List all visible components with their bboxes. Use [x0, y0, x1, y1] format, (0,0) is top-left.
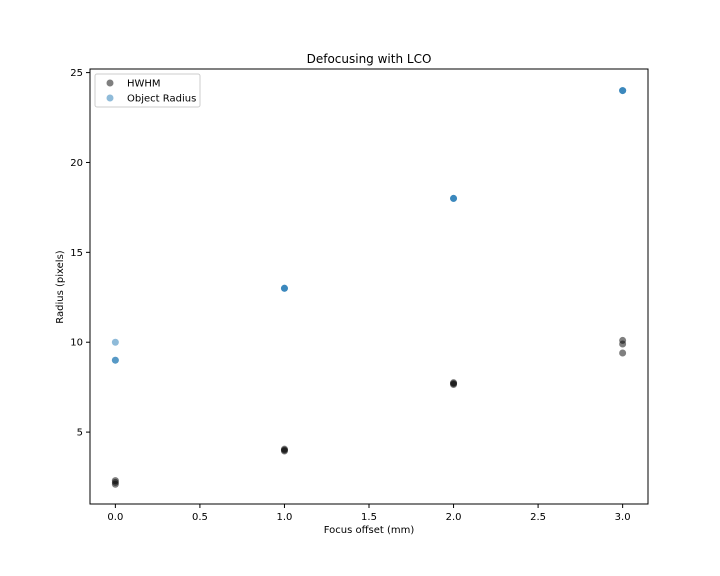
y-axis-label: Radius (pixels) [55, 250, 66, 323]
data-point-hwhm [111, 477, 119, 485]
y-tick-label: 5 [77, 428, 83, 439]
y-tick-label: 15 [70, 248, 83, 259]
data-point-hwhm [450, 379, 458, 387]
data-point-hwhm [619, 336, 627, 344]
data-point-object-radius [280, 284, 288, 292]
y-tick-label: 20 [70, 158, 83, 169]
data-point-hwhm [619, 349, 627, 357]
data-point-object-radius [619, 87, 627, 95]
y-tick-label: 25 [70, 68, 83, 79]
x-tick-label: 2.0 [446, 512, 462, 523]
legend-frame [94, 73, 201, 108]
legend: HWHM Object Radius [94, 73, 201, 108]
x-tick-label: 2.5 [530, 512, 546, 523]
plot-area [89, 68, 649, 505]
legend-marker-hwhm [106, 79, 114, 87]
x-tick-label: 0.0 [107, 512, 123, 523]
chart-title: Defocusing with LCO [307, 52, 432, 66]
x-tick-label: 3.0 [615, 512, 631, 523]
data-point-object-radius [450, 194, 458, 202]
x-tick-label: 0.5 [192, 512, 208, 523]
x-tick-label: 1.5 [361, 512, 377, 523]
y-tick-label: 10 [70, 338, 83, 349]
legend-marker-object-radius [106, 94, 114, 102]
legend-label-hwhm: HWHM [127, 79, 161, 90]
data-point-hwhm [280, 445, 288, 453]
data-point-object-radius [111, 338, 119, 346]
x-tick-label: 1.0 [277, 512, 293, 523]
legend-label-object-radius: Object Radius [127, 94, 196, 105]
data-point-object-radius [111, 356, 119, 364]
x-axis-label: Focus offset (mm) [324, 525, 415, 536]
